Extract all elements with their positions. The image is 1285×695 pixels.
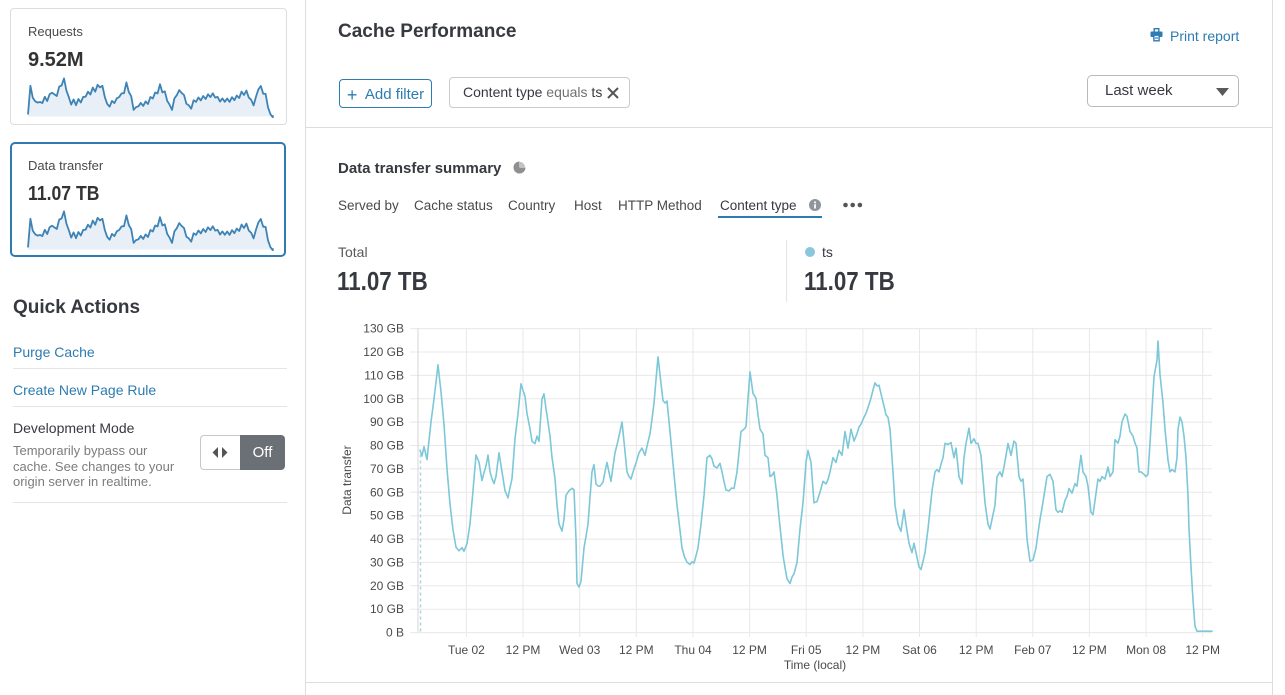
svg-text:12 PM: 12 PM <box>846 643 881 657</box>
svg-text:12 PM: 12 PM <box>732 643 767 657</box>
svg-text:Sat 06: Sat 06 <box>902 643 937 657</box>
svg-text:130 GB: 130 GB <box>363 322 404 336</box>
svg-text:Mon 08: Mon 08 <box>1126 643 1166 657</box>
svg-text:100 GB: 100 GB <box>363 392 404 406</box>
svg-text:80 GB: 80 GB <box>370 439 404 453</box>
svg-text:30 GB: 30 GB <box>370 555 404 569</box>
svg-text:12 PM: 12 PM <box>506 643 541 657</box>
svg-text:50 GB: 50 GB <box>370 509 404 523</box>
svg-text:12 PM: 12 PM <box>959 643 994 657</box>
svg-text:12 PM: 12 PM <box>1072 643 1107 657</box>
svg-text:12 PM: 12 PM <box>1185 643 1220 657</box>
svg-text:60 GB: 60 GB <box>370 485 404 499</box>
svg-text:Fri 05: Fri 05 <box>791 643 822 657</box>
svg-text:110 GB: 110 GB <box>364 368 404 382</box>
svg-text:Thu 04: Thu 04 <box>674 643 712 657</box>
svg-text:Time (local): Time (local) <box>784 658 846 672</box>
svg-text:20 GB: 20 GB <box>370 579 404 593</box>
svg-text:0 B: 0 B <box>386 626 404 640</box>
svg-text:Tue 02: Tue 02 <box>448 643 485 657</box>
svg-text:70 GB: 70 GB <box>370 462 404 476</box>
svg-text:12 PM: 12 PM <box>619 643 654 657</box>
svg-text:40 GB: 40 GB <box>370 532 404 546</box>
svg-text:10 GB: 10 GB <box>370 602 404 616</box>
svg-text:Wed 03: Wed 03 <box>559 643 600 657</box>
svg-text:Data transfer: Data transfer <box>340 445 354 514</box>
svg-text:120 GB: 120 GB <box>363 345 404 359</box>
svg-text:Feb 07: Feb 07 <box>1014 643 1052 657</box>
svg-text:90 GB: 90 GB <box>370 415 404 429</box>
